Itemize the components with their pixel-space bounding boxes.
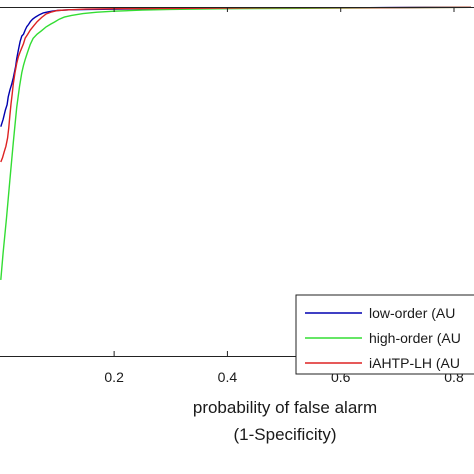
series-line-3	[0, 6, 472, 163]
series-line-2	[0, 6, 472, 280]
x-tick-label-1: 0.2	[104, 369, 124, 385]
x-axis-label-line1: probability of false alarm	[193, 398, 377, 417]
legend-box	[295, 294, 474, 375]
legend: low-order (AU high-order (AU iAHTP-LH (AU	[295, 294, 474, 375]
legend-entries: low-order (AU high-order (AU iAHTP-LH (AU	[305, 305, 461, 371]
x-tick-label-2: 0.4	[218, 369, 238, 385]
x-axis-label-line2: (1-Specificity)	[234, 425, 337, 444]
series-layer	[0, 6, 472, 280]
legend-label-1: low-order (AU	[369, 305, 455, 321]
legend-label-3: iAHTP-LH (AU	[369, 355, 460, 371]
legend-label-2: high-order (AU	[369, 330, 461, 346]
